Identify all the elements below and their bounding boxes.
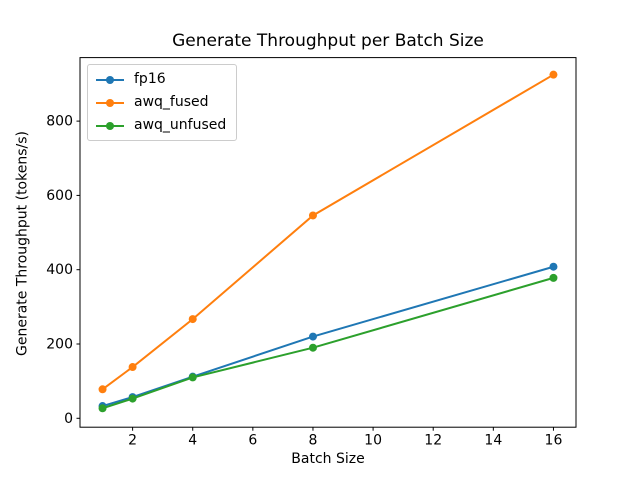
y-tick-label: 200: [46, 336, 73, 352]
data-point-awq_unfused: [98, 404, 107, 413]
data-point-awq_fused: [188, 315, 197, 324]
x-tick-label: 10: [364, 432, 382, 448]
y-tick-label: 800: [46, 114, 73, 130]
data-point-fp16: [549, 262, 558, 271]
y-tick-label: 0: [64, 411, 73, 427]
x-tick-label: 2: [128, 432, 137, 448]
legend-item-label: awq_unfused: [134, 117, 227, 133]
x-tick-label: 4: [188, 432, 197, 448]
legend: fp16 awq_fused awq_unfused: [87, 64, 238, 141]
data-point-awq_fused: [308, 211, 317, 220]
plot-frame: [79, 57, 577, 428]
data-point-fp16: [308, 332, 317, 341]
x-tick-label: 8: [309, 432, 318, 448]
legend-line-marker-icon: [96, 75, 124, 84]
legend-item-awq_fused: awq_fused: [96, 94, 226, 111]
data-point-awq_fused: [128, 363, 137, 372]
x-tick-label: 12: [424, 432, 442, 448]
data-point-awq_unfused: [549, 273, 558, 282]
chart-title: Generate Throughput per Batch Size: [172, 31, 484, 51]
legend-item-label: awq_fused: [134, 94, 209, 110]
data-point-awq_unfused: [128, 394, 137, 403]
x-tick-label: 16: [545, 432, 563, 448]
x-tick-label: 6: [248, 432, 257, 448]
legend-item-label: fp16: [134, 71, 166, 87]
series-line-awq_unfused: [101, 276, 555, 410]
x-tick-label: 14: [484, 432, 502, 448]
legend-item-awq_unfused: awq_unfused: [96, 117, 226, 134]
data-point-awq_fused: [98, 385, 107, 394]
y-tick-label: 400: [46, 262, 73, 278]
x-axis-label: Batch Size: [291, 451, 365, 467]
data-point-awq_unfused: [188, 373, 197, 382]
y-tick-label: 600: [46, 188, 73, 204]
data-point-awq_fused: [549, 70, 558, 79]
legend-line-marker-icon: [96, 121, 124, 130]
legend-line-marker-icon: [96, 98, 124, 107]
legend-item-fp16: fp16: [96, 71, 226, 88]
y-axis-label: Generate Throughput (tokens/s): [14, 131, 31, 356]
data-point-awq_unfused: [308, 343, 317, 352]
